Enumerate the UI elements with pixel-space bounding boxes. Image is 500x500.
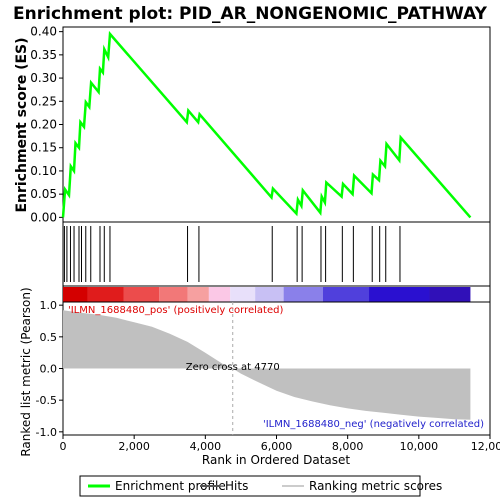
colorbar-segment <box>369 287 430 302</box>
metric-y-tick-label: 0.0 <box>40 363 58 376</box>
colorbar-segment <box>322 287 370 302</box>
chart-title: Enrichment plot: PID_AR_NONGENOMIC_PATHW… <box>13 4 488 24</box>
x-tick-label: 6,000 <box>261 440 293 453</box>
colorbar-segment <box>255 287 284 302</box>
colorbar-segment <box>123 287 160 302</box>
metric-y-tick-label: 0.5 <box>40 331 58 344</box>
legend-label: Hits <box>225 479 248 493</box>
ranking-metric-area <box>63 310 471 420</box>
x-tick-label: 8,000 <box>332 440 364 453</box>
hits-panel <box>62 221 491 287</box>
x-tick-label: 2,000 <box>118 440 150 453</box>
legend: Enrichment profile Hits Ranking metric sco… <box>88 479 442 493</box>
metric-y-tick-label: 1.0 <box>40 299 58 312</box>
legend-label: Ranking metric scores <box>309 479 442 493</box>
x-tick-label: 0 <box>60 440 67 453</box>
es-y-tick-label: 0.10 <box>30 164 57 178</box>
metric-y-tick-label: -1.0 <box>36 426 57 439</box>
neg-label: 'ILMN_1688480_neg' (negatively correlate… <box>263 419 484 430</box>
x-tick-label: 4,000 <box>190 440 222 453</box>
metric-y-tick-label: -0.5 <box>36 394 57 407</box>
es-panel <box>62 26 491 223</box>
colorbar <box>63 287 471 302</box>
colorbar-segment <box>429 287 471 302</box>
colorbar-segment <box>63 287 88 302</box>
es-y-tick-label: 0.15 <box>30 141 57 155</box>
metric-y-label: Ranked list metric (Pearson) <box>19 287 33 456</box>
pos-label: 'ILMN_1688480_pos' (positively correlate… <box>68 305 283 316</box>
es-y-label: Enrichment score (ES) <box>14 37 30 212</box>
colorbar-segment <box>187 287 209 302</box>
legend-label: Enrichment profile <box>115 479 226 493</box>
x-tick-label: 12,000 <box>471 440 500 453</box>
es-y-tick-label: 0.05 <box>30 187 57 201</box>
es-y-tick-label: 0.30 <box>30 71 57 85</box>
colorbar-segment <box>230 287 256 302</box>
x-axis-label: Rank in Ordered Dataset <box>202 453 350 467</box>
colorbar-segment <box>87 287 124 302</box>
x-axis: 0 2,000 4,000 6,000 8,000 10,000 12,000 <box>60 435 500 453</box>
metric-y-axis: 1.0 0.5 0.0 -0.5 -1.0 <box>36 299 63 439</box>
zero-cross-label: Zero cross at 4770 <box>186 362 280 373</box>
enrichment-profile-line <box>61 30 472 219</box>
colorbar-segment <box>283 287 323 302</box>
es-y-tick-label: 0.00 <box>30 210 57 224</box>
es-y-tick-label: 0.35 <box>30 48 57 62</box>
legend-box <box>79 475 421 497</box>
colorbar-segment <box>159 287 188 302</box>
es-y-tick-label: 0.25 <box>30 94 57 108</box>
es-y-tick-label: 0.40 <box>30 25 57 39</box>
colorbar-segment <box>208 287 231 302</box>
es-y-tick-label: 0.20 <box>30 118 57 132</box>
es-y-axis: 0.00 0.05 0.10 0.15 0.20 0.25 0.30 0.35 0.40 <box>30 25 63 224</box>
hit-markers <box>63 226 401 282</box>
x-tick-label: 10,000 <box>400 440 439 453</box>
